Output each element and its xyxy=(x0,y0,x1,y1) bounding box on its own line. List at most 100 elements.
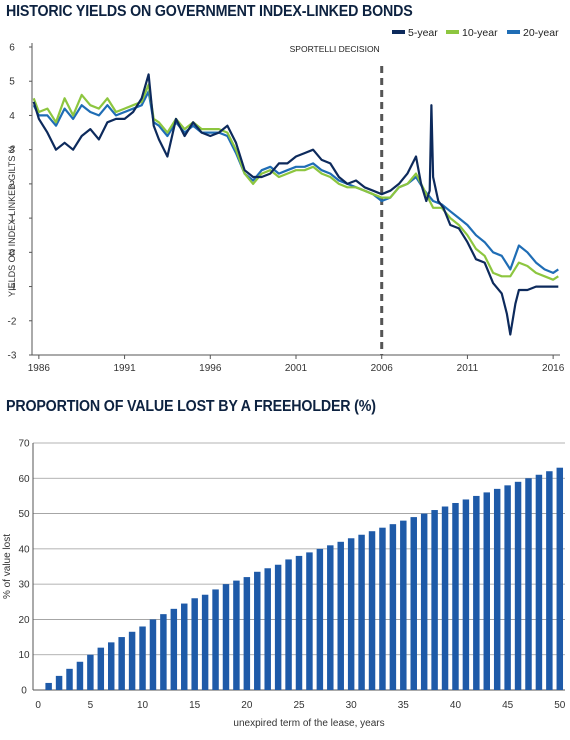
x-tick-label: 30 xyxy=(346,700,358,711)
chart-1-title: HISTORIC YIELDS ON GOVERNMENT INDEX-LINK… xyxy=(6,3,413,20)
y-tick-label: 70 xyxy=(18,439,30,450)
x-tick-label: 1986 xyxy=(28,363,51,374)
bar-21 xyxy=(254,571,261,690)
legend-label-10-year: 10-year xyxy=(462,27,498,39)
bar-5 xyxy=(87,654,94,690)
bar-2 xyxy=(55,675,63,690)
bar-15 xyxy=(191,598,198,690)
bar-33 xyxy=(379,527,386,690)
y-tick-label: 60 xyxy=(18,474,30,485)
bar-35 xyxy=(400,520,407,690)
y-axis-title: % of value lost xyxy=(2,534,13,599)
x-tick-label: 2011 xyxy=(457,363,479,374)
series-line-10-year xyxy=(32,83,559,281)
legend-swatch-5-year xyxy=(392,30,405,34)
x-tick-label: 15 xyxy=(189,700,201,711)
series-line-5-year xyxy=(32,73,559,336)
bar-49 xyxy=(546,471,553,690)
bar-45 xyxy=(504,485,511,690)
x-tick-label: 1996 xyxy=(199,363,222,374)
bar-40 xyxy=(452,502,459,690)
y-tick-label: 0 xyxy=(9,248,15,259)
bar-44 xyxy=(493,488,501,690)
x-tick-label: 35 xyxy=(398,700,410,711)
bar-34 xyxy=(389,524,397,690)
bar-36 xyxy=(410,517,417,690)
x-tick-label: 40 xyxy=(450,700,462,711)
bar-30 xyxy=(347,538,355,690)
bar-9 xyxy=(128,631,136,690)
y-tick-label: 20 xyxy=(18,615,30,626)
bar-20 xyxy=(243,577,251,690)
bar-24 xyxy=(285,559,292,690)
x-tick-label: 2006 xyxy=(371,363,394,374)
bar-26 xyxy=(306,552,313,690)
bar-19 xyxy=(233,580,240,690)
bar-50 xyxy=(556,467,564,690)
bar-7 xyxy=(108,642,115,690)
y-tick-label: 10 xyxy=(18,650,30,661)
yields-line-chart: 6 5 4 3 2 1 0 -1 -2 -3 1986 1991 1996 2001 2006 2011 201… xyxy=(7,27,565,374)
bar-39 xyxy=(441,506,449,690)
series-line-20-year xyxy=(32,90,559,274)
legend-label-20-year: 20-year xyxy=(523,27,559,39)
bar-38 xyxy=(431,510,438,690)
bar-47 xyxy=(525,478,532,690)
y-tick-label: 5 xyxy=(9,77,15,88)
sportelli-decision-label: SPORTELLI DECISION xyxy=(290,44,380,54)
legend-swatch-10-year xyxy=(446,30,459,34)
bar-22 xyxy=(264,568,271,690)
bar-25 xyxy=(295,555,303,690)
y-tick-label: 6 xyxy=(9,43,15,54)
x-tick-label: 50 xyxy=(554,700,566,711)
y-tick-label: 30 xyxy=(18,580,30,591)
bar-23 xyxy=(274,564,282,690)
x-axis-title: unexpired term of the lease, years xyxy=(233,718,384,729)
y-tick-label: -1 xyxy=(8,282,17,293)
bar-48 xyxy=(535,474,543,690)
bar-31 xyxy=(358,534,365,690)
x-tick-label: 45 xyxy=(502,700,514,711)
x-tick-label: 2001 xyxy=(285,363,308,374)
x-tick-label: 0 xyxy=(35,700,41,711)
bar-12 xyxy=(160,614,167,690)
bar-37 xyxy=(420,513,428,690)
bar-42 xyxy=(473,495,480,690)
bar-14 xyxy=(181,603,188,690)
bar-43 xyxy=(483,492,490,690)
bar-10 xyxy=(139,626,146,690)
bar-17 xyxy=(212,589,219,690)
y-tick-label: 3 xyxy=(9,145,15,156)
x-tick-label: 10 xyxy=(137,700,149,711)
chart-2-title: PROPORTION OF VALUE LOST BY A FREEHOLDER… xyxy=(6,398,376,415)
bar-11 xyxy=(149,619,157,690)
x-tick-label: 20 xyxy=(241,700,253,711)
y-tick-label: -3 xyxy=(8,351,17,362)
y-tick-label: 50 xyxy=(18,509,30,520)
bar-28 xyxy=(327,545,334,690)
x-tick-label: 5 xyxy=(88,700,94,711)
bar-4 xyxy=(76,661,84,690)
bar-29 xyxy=(337,541,344,690)
bar-27 xyxy=(316,548,324,690)
bar-3 xyxy=(66,668,73,690)
x-tick-label: 2016 xyxy=(542,363,565,374)
y-tick-label: 1 xyxy=(9,214,15,225)
y-axis-title: YIELDS ON INDEX-LINKED GILTS % xyxy=(7,145,17,297)
bar-6 xyxy=(97,647,105,690)
bar-13 xyxy=(170,608,178,690)
x-tick-label: 25 xyxy=(293,700,305,711)
bar-41 xyxy=(462,499,470,690)
legend-label-5-year: 5-year xyxy=(408,27,438,39)
x-tick-label: 1991 xyxy=(113,363,136,374)
bar-1 xyxy=(45,682,52,690)
bar-8 xyxy=(118,637,125,690)
y-tick-label: 4 xyxy=(9,111,15,122)
y-tick-label: 40 xyxy=(18,544,30,555)
y-tick-label: 2 xyxy=(9,179,15,190)
bar-16 xyxy=(201,594,209,690)
bar-32 xyxy=(368,531,376,690)
bar-18 xyxy=(222,584,230,690)
y-tick-label: 0 xyxy=(21,686,27,697)
